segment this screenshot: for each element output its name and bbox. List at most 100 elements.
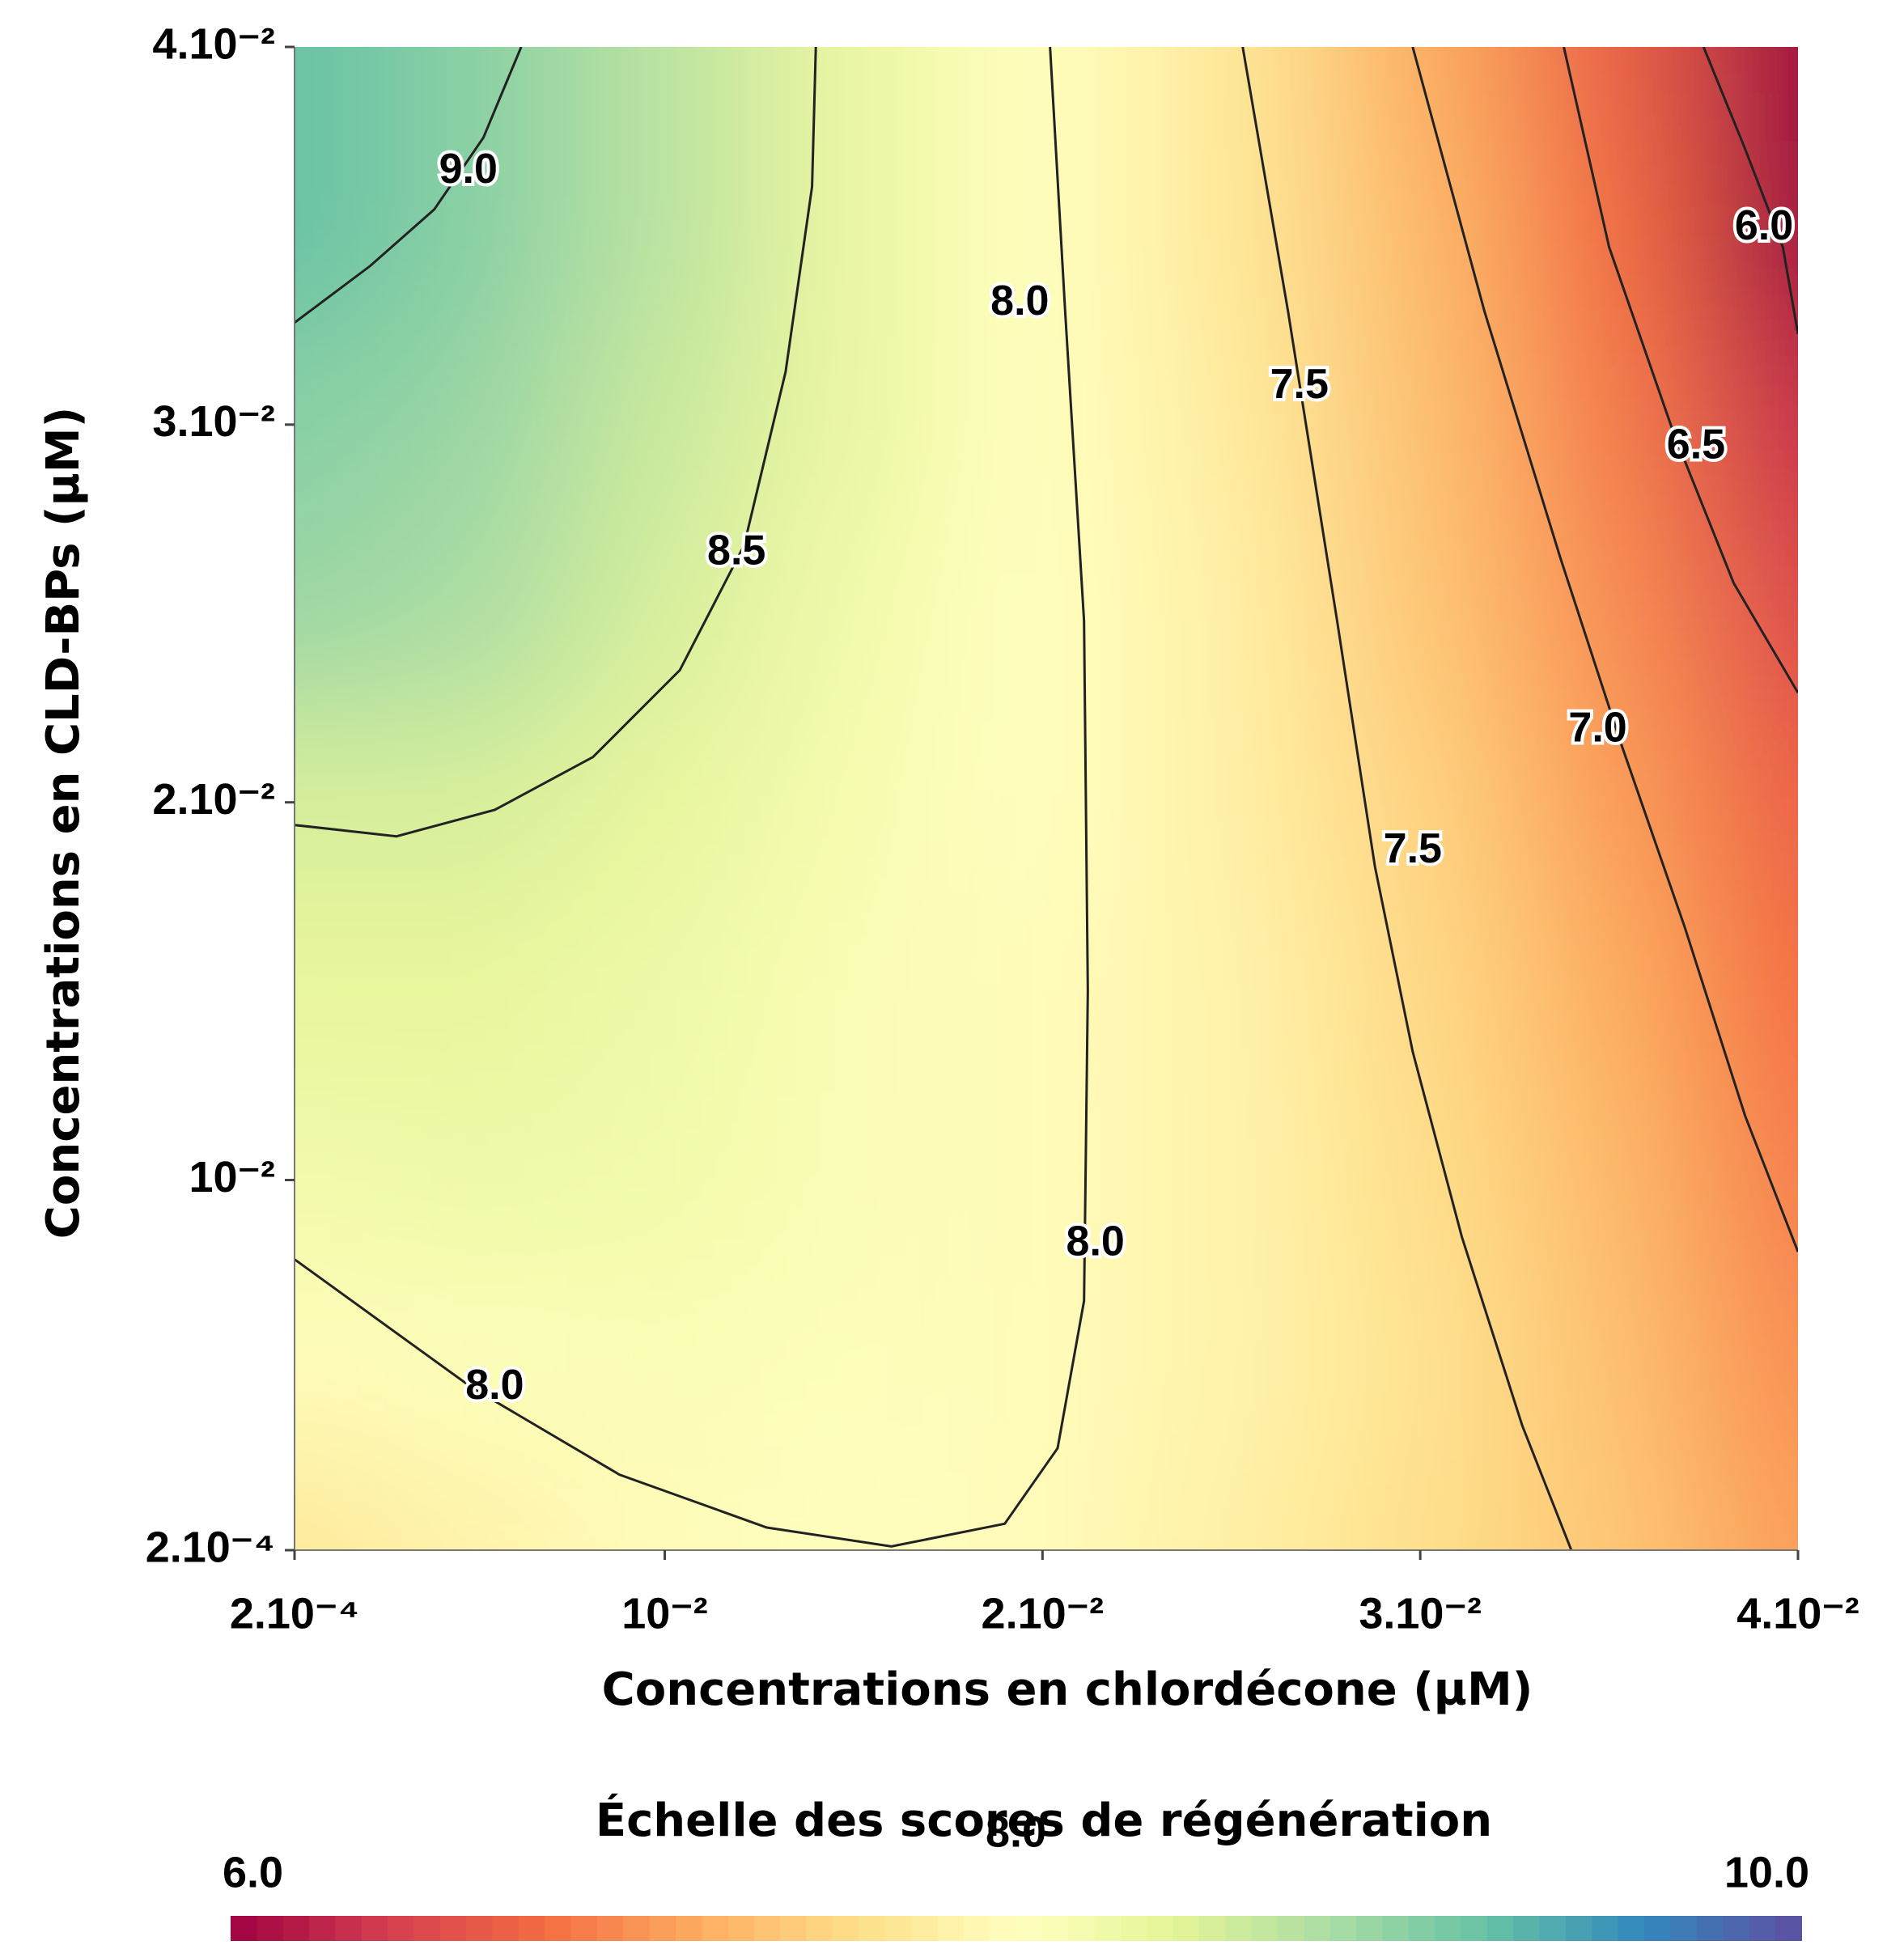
- colorbar-segment: [1173, 1916, 1200, 1941]
- heat-cell: [1137, 47, 1327, 142]
- colorbar-segment: [1251, 1916, 1279, 1941]
- heat-cell: [1325, 896, 1516, 1087]
- heat-cell: [759, 707, 949, 898]
- heat-cell: [1514, 707, 1705, 898]
- heat-cell: [295, 1459, 387, 1550]
- colorbar-segment: [649, 1916, 676, 1941]
- colorbar-segment: [911, 1916, 939, 1941]
- contour-label: 7.5: [1384, 825, 1442, 872]
- contour-line: [295, 47, 1089, 1548]
- colorbar-segment: [1539, 1916, 1567, 1941]
- colorbar-segment: [1670, 1916, 1698, 1941]
- colorbar-segment: [1356, 1916, 1384, 1941]
- colorbar-segment: [282, 1916, 311, 1941]
- heat-cell: [295, 707, 387, 898]
- x-axis-label: Concentrations en chlordécone (µM): [602, 1663, 1533, 1716]
- heat-cell: [295, 896, 387, 1087]
- colorbar-segment: [754, 1916, 782, 1941]
- colorbar-segment: [937, 1916, 965, 1941]
- heat-cell: [1703, 707, 1798, 898]
- colorbar-segment: [1041, 1916, 1070, 1941]
- heat-cell: [948, 896, 1139, 1087]
- heat-cell: [1325, 707, 1516, 898]
- heat-cell: [1137, 1085, 1327, 1276]
- heat-cell: [1514, 47, 1705, 142]
- colorbar-segment: [518, 1916, 546, 1941]
- heat-cell: [1137, 519, 1327, 709]
- heat-cell: [385, 47, 571, 142]
- colorbar-tick-label: 10.0: [1724, 1848, 1809, 1896]
- heat-cell: [1703, 330, 1798, 520]
- colorbar-segment: [1382, 1916, 1410, 1941]
- colorbar-tick-label: 6.0: [223, 1848, 283, 1896]
- heat-cell: [295, 141, 387, 332]
- heat-cell: [1137, 1459, 1327, 1550]
- colorbar-segment: [623, 1916, 651, 1941]
- heat-cell: [759, 1459, 949, 1550]
- heat-cell: [759, 47, 949, 142]
- heat-cell: [1325, 47, 1516, 142]
- heat-cell: [570, 1274, 761, 1460]
- y-tick-label: 10⁻²: [189, 1153, 275, 1201]
- colorbar-segment: [833, 1916, 860, 1941]
- heat-cell: [1137, 141, 1327, 332]
- heat-cell: [385, 1085, 571, 1276]
- colorbar-segment: [596, 1916, 625, 1941]
- heat-cell: [1325, 1085, 1516, 1276]
- colorbar-segment: [1565, 1916, 1593, 1941]
- colorbar-segment: [545, 1916, 572, 1941]
- colorbar-segment: [466, 1916, 494, 1941]
- colorbar-segment: [1461, 1916, 1488, 1941]
- heat-cell: [948, 519, 1139, 709]
- heat-cell: [948, 47, 1139, 142]
- y-tick-label: 3.10⁻²: [152, 397, 275, 446]
- colorbar-segment: [990, 1916, 1017, 1941]
- colorbar-segment: [1329, 1916, 1358, 1941]
- heatmap: [295, 47, 1798, 1550]
- contour-label: 8.5: [707, 527, 765, 574]
- heat-cell: [1325, 330, 1516, 520]
- heat-cell: [1514, 1459, 1705, 1550]
- contour-line: [1241, 47, 1573, 1550]
- y-axis-label: Concentrations en CLD-BPs (µM): [37, 407, 90, 1239]
- heat-cell: [948, 1274, 1139, 1460]
- heat-cell: [1703, 1274, 1798, 1460]
- colorbar-segment: [413, 1916, 441, 1941]
- colorbar-segment: [1486, 1916, 1515, 1941]
- colorbar-segment: [1304, 1916, 1331, 1941]
- heat-cell: [570, 519, 761, 709]
- colorbar-segment: [1722, 1916, 1750, 1941]
- colorbar-segment: [780, 1916, 808, 1941]
- colorbar-segment: [335, 1916, 363, 1941]
- heat-cell: [1703, 47, 1798, 142]
- colorbar-segment: [1513, 1916, 1541, 1941]
- colorbar-segment: [1225, 1916, 1253, 1941]
- contour-label: 7.5: [1270, 361, 1329, 408]
- heat-cell: [570, 896, 761, 1087]
- heat-cell: [385, 141, 571, 332]
- heat-cell: [570, 707, 761, 898]
- heat-cell: [1137, 1274, 1327, 1460]
- x-tick-label: 2.10⁻²: [982, 1589, 1105, 1638]
- heat-cell: [385, 330, 571, 520]
- colorbar-segment: [1016, 1916, 1043, 1941]
- colorbar-segment: [1068, 1916, 1096, 1941]
- heat-cell: [759, 1274, 949, 1460]
- y-tick-label: 2.10⁻⁴: [146, 1523, 275, 1571]
- heat-cell: [759, 141, 949, 332]
- x-tick-label: 2.10⁻⁴: [230, 1589, 359, 1638]
- colorbar-segment: [570, 1916, 598, 1941]
- y-tick-label: 4.10⁻²: [152, 19, 275, 68]
- contour-label: 8.0: [1066, 1218, 1125, 1265]
- colorbar-segment: [1278, 1916, 1305, 1941]
- heat-cell: [1703, 896, 1798, 1087]
- colorbar-segment: [361, 1916, 389, 1941]
- heat-cell: [1137, 707, 1327, 898]
- contour-line: [1563, 47, 1798, 694]
- heat-cell: [948, 141, 1139, 332]
- heat-cell: [295, 1085, 387, 1276]
- colorbar-segment: [1120, 1916, 1148, 1941]
- contour-line: [1411, 47, 1798, 1252]
- colorbar-segment: [702, 1916, 729, 1941]
- x-tick-label: 3.10⁻²: [1359, 1589, 1482, 1638]
